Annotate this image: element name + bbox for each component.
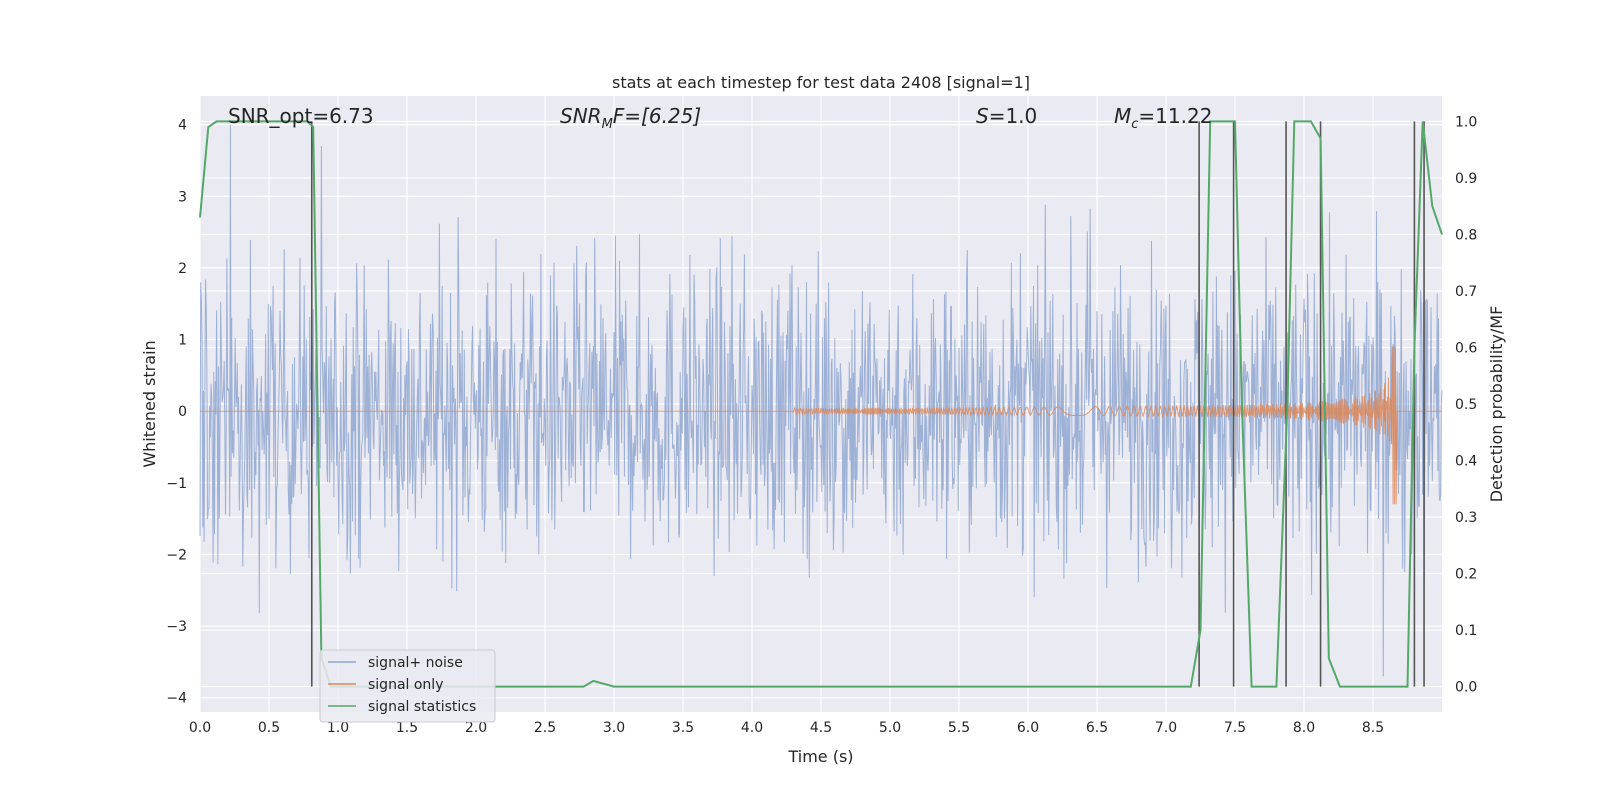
- y2-tick-label: 0.8: [1455, 227, 1477, 243]
- x-tick-label: 0.0: [189, 720, 211, 736]
- y2-axis-label: Detection probability/MF: [1487, 306, 1506, 503]
- x-axis-label: Time (s): [787, 747, 853, 766]
- y2-tick-label: 0.1: [1455, 623, 1477, 639]
- y2-tick-label: 0.3: [1455, 510, 1477, 526]
- y-tick-label: −2: [166, 547, 187, 563]
- y2-tick-label: 1.0: [1455, 114, 1477, 130]
- x-tick-label: 7.0: [1155, 720, 1177, 736]
- x-tick-label: 2.0: [465, 720, 487, 736]
- x-tick-label: 5.5: [948, 720, 970, 736]
- x-axis-ticks: 0.0 0.5 1.0 1.5 2.0 2.5 3.0 3.5 4.0 4.5 5.0 5.5 6.0 6…: [189, 720, 1384, 736]
- y2-tick-label: 0.9: [1455, 171, 1477, 187]
- x-tick-label: 5.0: [879, 720, 901, 736]
- annotation-s: S=1.0: [976, 104, 1037, 128]
- x-tick-label: 3.5: [672, 720, 694, 736]
- y2-tick-label: 0.4: [1455, 454, 1477, 470]
- line-signal-noise: [199, 124, 1443, 677]
- y-tick-label: −1: [166, 476, 187, 492]
- series-signal-only: [200, 346, 1442, 505]
- y-axis-label: Whitened strain: [140, 340, 159, 467]
- y2-tick-label: 0.0: [1455, 680, 1477, 696]
- annotation-snr-mf-rest: F=[6.25]: [613, 104, 701, 128]
- legend-box: [319, 649, 496, 723]
- series-signal-noise: [199, 124, 1443, 677]
- annotation-snr-opt: SNR_opt=6.73: [228, 104, 374, 128]
- y-tick-label: 2: [178, 261, 187, 277]
- y2-tick-label: 0.5: [1455, 397, 1477, 413]
- line-signal-only: [200, 346, 1442, 505]
- annotation-snr-mf-sub: M: [602, 117, 613, 132]
- y-tick-label: 4: [178, 118, 187, 134]
- y-tick-label: −4: [166, 691, 187, 707]
- x-tick-label: 2.5: [534, 720, 556, 736]
- series-signal-statistics: [199, 120, 1443, 688]
- annotation-snr-mf-main: SNR: [560, 104, 602, 128]
- x-tick-label: 8.5: [1362, 720, 1384, 736]
- chart-title: stats at each timestep for test data 240…: [612, 73, 1030, 92]
- y-tick-label: −3: [166, 619, 187, 635]
- x-tick-label: 4.5: [810, 720, 832, 736]
- y-tick-label: 1: [178, 333, 187, 349]
- annotation-mc-main: M: [1114, 104, 1131, 128]
- x-tick-label: 8.0: [1293, 720, 1315, 736]
- legend-label-signal-statistics: signal statistics: [368, 699, 476, 715]
- legend-label-signal-noise: signal+ noise: [368, 655, 463, 671]
- y-tick-label: 0: [178, 404, 187, 420]
- y2-axis-ticks: 1.0 0.9 0.8 0.7 0.6 0.5 0.4 0.3 0.2 0.1 0.0: [1455, 114, 1477, 695]
- x-tick-label: 6.0: [1017, 720, 1039, 736]
- x-tick-label: 4.0: [741, 720, 763, 736]
- y-axis-ticks: 4 3 2 1 0 −1 −2 −3 −4: [166, 118, 187, 707]
- y-tick-label: 3: [178, 189, 187, 205]
- y2-tick-label: 0.7: [1455, 284, 1477, 300]
- y2-tick-label: 0.6: [1455, 340, 1477, 356]
- annotation-mc-sub: c: [1131, 117, 1138, 132]
- annotation-s-rest: =1.0: [989, 104, 1038, 128]
- x-tick-label: 1.0: [327, 720, 349, 736]
- annotation-s-main: S: [976, 104, 989, 128]
- annotation-mc: Mc=11.22: [1114, 104, 1212, 132]
- line-signal-statistics: [199, 120, 1443, 688]
- y2-tick-label: 0.2: [1455, 567, 1477, 583]
- x-tick-label: 7.5: [1224, 720, 1246, 736]
- legend-label-signal-only: signal only: [368, 677, 443, 693]
- x-tick-label: 6.5: [1086, 720, 1108, 736]
- x-tick-label: 1.5: [396, 720, 418, 736]
- annotation-mc-rest: =11.22: [1138, 104, 1212, 128]
- annotation-snr-mf: SNRMF=[6.25]: [560, 104, 701, 132]
- vertical-markers: [310, 121, 1425, 687]
- legend: signal+ noise signal only signal statist…: [319, 649, 496, 723]
- x-tick-label: 0.5: [258, 720, 280, 736]
- x-tick-label: 3.0: [603, 720, 625, 736]
